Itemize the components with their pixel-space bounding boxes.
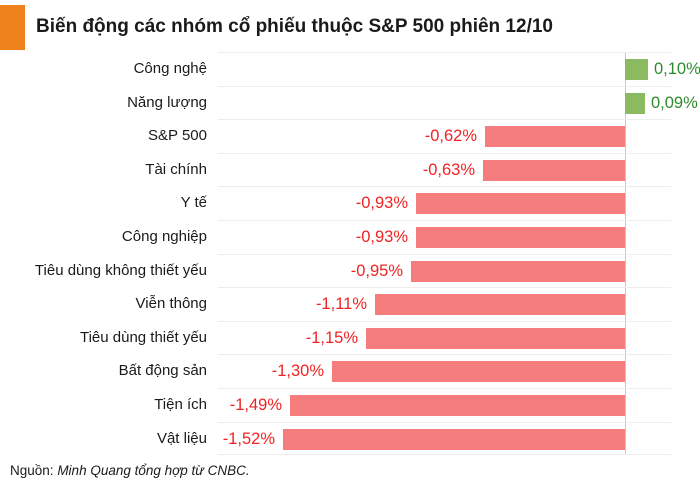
plot-cell: -1,11% <box>218 287 671 321</box>
plot-cell: -0,95% <box>218 253 671 288</box>
category-label: Tiêu dùng thiết yếu <box>79 328 207 346</box>
category-label: Y tế <box>180 194 207 212</box>
value-label: -1,52% <box>222 429 275 448</box>
value-label: -0,62% <box>424 127 477 146</box>
value-label: 0,10% <box>654 60 700 78</box>
category-label: Tiện ích <box>154 395 207 413</box>
plot-cell: -1,52% <box>218 421 671 456</box>
source-note: Nguồn: Minh Quang tổng hợp từ CNBC. <box>10 463 700 478</box>
category-label: Vật liệu <box>156 429 207 447</box>
category-label: S&P 500 <box>148 127 207 145</box>
category-label: Tài chính <box>145 160 207 178</box>
category-label: Viễn thông <box>135 295 207 313</box>
plot-cell: -0,93% <box>218 219 671 254</box>
plot-cell: 0,10% <box>218 52 700 86</box>
value-label: -0,95% <box>350 261 403 280</box>
chart-row: Tiêu dùng không thiết yếu -0,95% <box>0 253 700 288</box>
chart-row: Bất động sản -1,30% <box>0 354 700 388</box>
value-label: -1,11% <box>315 295 367 314</box>
negative-bar <box>411 260 625 282</box>
positive-bar <box>625 59 648 80</box>
chart-row: Tiêu dùng thiết yếu -1,15% <box>0 320 700 355</box>
chart-row: Y tế -0,93% <box>0 186 700 220</box>
category-label: Công nghiệp <box>121 227 207 245</box>
bar-chart: Công nghệ 0,10% Năng lượng 0,09% S&P 500 -0,6… <box>0 52 700 456</box>
plot-cell: -0,63% <box>218 152 671 187</box>
chart-row: S&P 500 -0,62% <box>0 119 700 153</box>
value-label: -1,30% <box>271 362 324 381</box>
category-label: Năng lượng <box>127 93 207 111</box>
category-label: Tiêu dùng không thiết yếu <box>34 261 207 279</box>
chart-row: Viễn thông -1,11% <box>0 287 700 321</box>
chart-header: Biến động các nhóm cổ phiếu thuộc S&P 50… <box>0 0 700 52</box>
value-label: 0,09% <box>651 93 698 112</box>
chart-row: Tài chính -0,63% <box>0 152 700 187</box>
negative-bar <box>375 294 625 316</box>
chart-title: Biến động các nhóm cổ phiếu thuộc S&P 50… <box>36 16 553 37</box>
chart-row: Công nghiệp -0,93% <box>0 219 700 254</box>
value-label: -0,93% <box>355 227 408 246</box>
value-label: -0,93% <box>355 194 408 213</box>
negative-bar <box>366 327 625 349</box>
positive-bar <box>625 92 645 114</box>
plot-cell: 0,09% <box>218 85 698 120</box>
plot-cell: -0,93% <box>218 186 671 220</box>
chart-row: Tiện ích -1,49% <box>0 387 700 422</box>
plot-cell: -0,62% <box>218 119 671 153</box>
negative-bar <box>483 159 625 181</box>
category-label: Công nghệ <box>133 60 207 77</box>
value-label: -0,63% <box>422 160 475 179</box>
chart-row: Công nghệ 0,10% <box>0 52 700 86</box>
title-accent-bar <box>0 5 25 50</box>
plot-cell: -1,30% <box>218 354 671 388</box>
negative-bar <box>290 394 625 416</box>
negative-bar <box>416 193 625 215</box>
source-prefix: Nguồn: <box>10 463 54 479</box>
negative-bar <box>416 226 625 248</box>
plot-cell: -1,49% <box>218 387 671 422</box>
negative-bar <box>485 126 625 148</box>
category-label: Bất động sản <box>118 362 207 380</box>
chart-row: Vật liệu -1,52% <box>0 421 700 456</box>
value-label: -1,15% <box>305 328 358 347</box>
source-text: Minh Quang tổng hợp từ CNBC. <box>57 463 250 479</box>
negative-bar <box>283 428 625 450</box>
negative-bar <box>332 361 625 383</box>
plot-cell: -1,15% <box>218 320 671 355</box>
value-label: -1,49% <box>229 395 282 414</box>
chart-row: Năng lượng 0,09% <box>0 85 700 120</box>
